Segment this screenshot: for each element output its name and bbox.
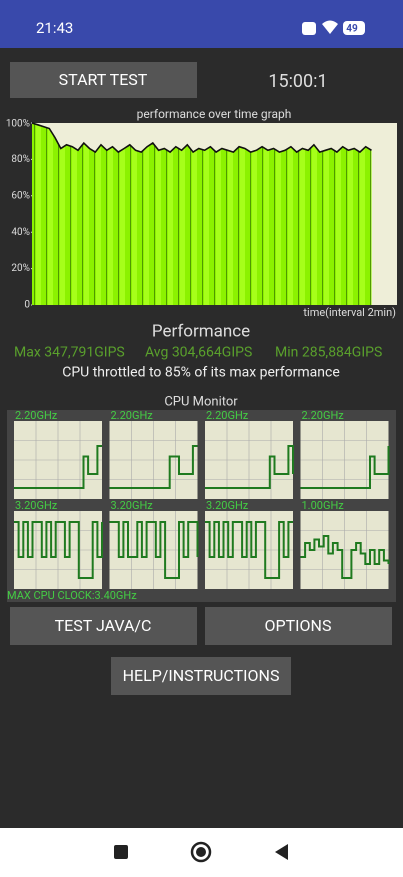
button-bg xyxy=(10,607,197,645)
core-line xyxy=(14,521,103,579)
core-freq-label: 3.20GHz xyxy=(111,499,154,512)
cpu-monitor-title: CPU Monitor xyxy=(164,394,238,409)
nav-recents[interactable] xyxy=(114,845,128,859)
notif-icon xyxy=(302,22,316,35)
core-freq-label: 1.00GHz xyxy=(302,499,345,512)
perf-min: Min 285,884GIPS xyxy=(275,345,382,361)
core-line xyxy=(205,445,294,489)
perf-title: Performance xyxy=(152,321,250,341)
button-bg xyxy=(111,657,291,695)
timer: 15:00:1 xyxy=(268,71,327,92)
battery-level: 49 xyxy=(346,24,358,35)
test-button[interactable]: TEST JAVA/C xyxy=(10,607,197,645)
options-button[interactable]: OPTIONS xyxy=(205,607,392,645)
core-line xyxy=(205,521,293,579)
y-tick-label: 60% xyxy=(11,190,30,201)
perf-avg: Avg 304,664GIPS xyxy=(145,345,252,361)
y-tick-label: 0 xyxy=(24,300,30,311)
nav-home-dot xyxy=(196,847,206,857)
nav-home[interactable] xyxy=(190,841,212,863)
core-line xyxy=(109,445,198,489)
clock: 21:43 xyxy=(36,19,73,37)
core-line xyxy=(300,535,390,579)
y-tick-label: 100% xyxy=(6,119,30,130)
max-clock: MAX CPU CLOCK:3.40GHz xyxy=(7,589,137,602)
start-button[interactable]: START TEST xyxy=(10,62,197,98)
core-line xyxy=(14,445,102,489)
button-label: START TEST xyxy=(59,70,148,89)
button-bg xyxy=(205,607,392,645)
core-freq-label: 2.20GHz xyxy=(111,409,154,422)
performance-line xyxy=(31,122,372,154)
graph-title: performance over time graph xyxy=(137,107,292,121)
performance-area xyxy=(32,123,372,305)
y-tick-label: 20% xyxy=(11,263,30,274)
core-freq-label: 3.20GHz xyxy=(15,499,58,512)
wifi-icon xyxy=(322,20,338,34)
y-tick-label: 40% xyxy=(11,227,30,238)
core-freq-label: 2.20GHz xyxy=(206,409,249,422)
button-label: OPTIONS xyxy=(265,616,332,635)
plot: 100% 80% 60% 40% 20% 0 xyxy=(6,119,372,311)
button-bg xyxy=(10,62,197,98)
battery-icon xyxy=(343,21,365,35)
button-label: TEST JAVA/C xyxy=(55,616,152,635)
core-line xyxy=(109,521,199,579)
throttle-note: CPU throttled to 85% of its max performa… xyxy=(62,365,340,381)
core-freq-label: 3.20GHz xyxy=(206,499,249,512)
button-label: HELP/INSTRUCTIONS xyxy=(123,666,280,685)
cpu-cores: 2.20GHz 2.20GHz 2.20GHz 2.20GHz 3.20GHz 3.20G… xyxy=(14,409,390,589)
core-freq-label: 2.20GHz xyxy=(302,409,345,422)
perf-max: Max 347,791GIPS xyxy=(14,345,125,361)
core-freq-label: 2.20GHz xyxy=(15,409,58,422)
y-tick-label: 80% xyxy=(11,154,30,165)
core-line xyxy=(300,446,390,489)
x-axis-label: time(interval 2min) xyxy=(303,306,396,319)
nav-back[interactable] xyxy=(275,844,288,860)
help-button[interactable]: HELP/INSTRUCTIONS xyxy=(111,657,291,695)
